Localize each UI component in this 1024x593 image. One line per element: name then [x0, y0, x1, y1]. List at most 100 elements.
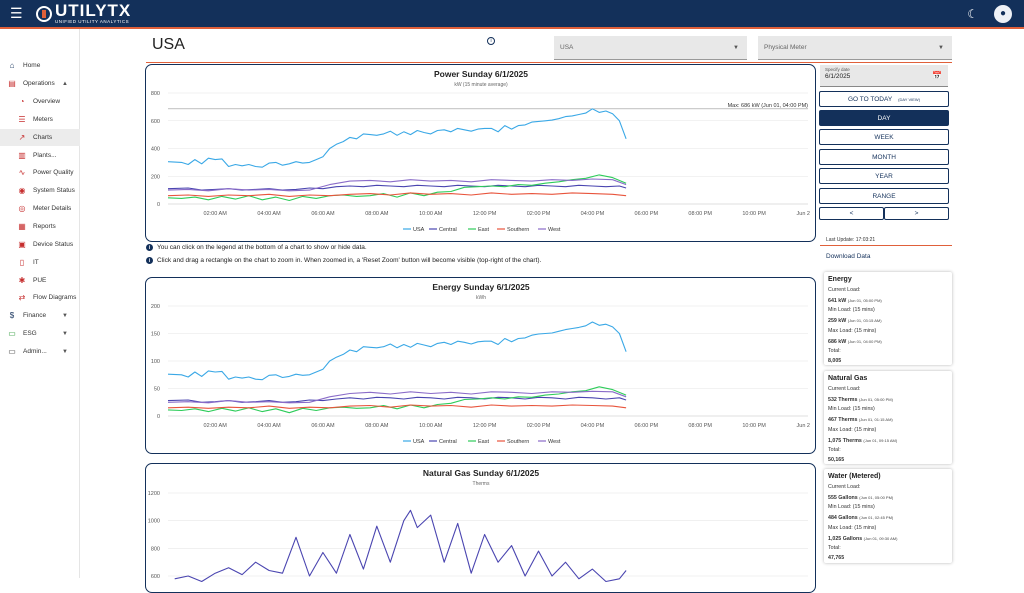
max-load-time: (Jun 01, 09:15 AM): [863, 437, 898, 443]
sidebar-item-pue[interactable]: ✱ PUE: [0, 272, 80, 289]
sidebar-item-reports[interactable]: ▦ Reports: [0, 218, 80, 235]
x-tick-label: 12:00 PM: [473, 423, 497, 429]
y-tick-label: 1000: [148, 519, 160, 525]
series-line-southern[interactable]: [167, 404, 627, 409]
sidebar-item-flow-diagrams[interactable]: ⇄ Flow Diagrams: [0, 289, 80, 306]
chevron-down-icon[interactable]: ▼: [62, 330, 68, 337]
zoom-hint-text: Click and drag a rectangle on the chart …: [157, 257, 542, 264]
legend-label: West: [548, 227, 561, 233]
sidebar-item-system-status[interactable]: ◉ System Status: [0, 182, 80, 199]
calendar-icon[interactable]: 📅: [932, 71, 942, 80]
sidebar-item-admin[interactable]: ▭ Admin... ▼: [0, 343, 80, 360]
date-picker-field[interactable]: Specify date 6/1/2025 📅: [820, 65, 948, 87]
y-tick-label: 600: [151, 119, 160, 125]
sidebar-item-meter-details[interactable]: ◎ Meter Details: [0, 200, 80, 217]
sidebar-item-operations[interactable]: ▤ Operations ▲: [0, 75, 80, 92]
legend-item-usa[interactable]: USA: [403, 439, 425, 445]
chevron-down-icon[interactable]: ▼: [62, 348, 68, 355]
energy-chart[interactable]: Energy Sunday 6/1/2025 kWh 0 50 100 150 200 02:…: [145, 277, 816, 454]
legend-item-east[interactable]: East: [468, 439, 489, 445]
min-load-time: (Jun 01, 01:15 AM): [858, 417, 893, 423]
go-to-today-button[interactable]: GO TO TODAY (DAY VIEW): [819, 91, 949, 107]
series-line-west[interactable]: [167, 390, 627, 404]
sidebar-item-esg[interactable]: ▭ ESG ▼: [0, 325, 80, 342]
day-button[interactable]: DAY: [819, 110, 949, 126]
current-load-label: Current Load:: [828, 287, 861, 293]
series-line-usa[interactable]: [167, 108, 627, 168]
meter-type-select[interactable]: Physical Meter ▼: [758, 36, 952, 60]
hamburger-icon[interactable]: ☰: [10, 5, 23, 21]
series-line-east[interactable]: [167, 386, 627, 414]
panel-divider: [820, 245, 952, 246]
current-load-row: 555 Gallons (Jun 01, 05:00 PM): [828, 493, 948, 504]
gauge-icon: ◔: [19, 97, 25, 106]
x-tick-label: 08:00 AM: [365, 211, 389, 217]
sidebar-item-label: Home: [23, 62, 41, 69]
location-select[interactable]: USA ▼: [554, 36, 747, 60]
sidebar-item-device-status[interactable]: ▣ Device Status: [0, 236, 80, 253]
series-line-west[interactable]: [167, 178, 627, 192]
max-load-row: 686 kW (Jun 01, 04:00 PM): [828, 337, 948, 348]
y-tick-label: 50: [154, 387, 160, 393]
series-line-usa[interactable]: [167, 321, 627, 381]
natural-gas-chart-svg[interactable]: Natural Gas Sunday 6/1/2025 Therms 600 800 1…: [146, 464, 816, 593]
next-period-button[interactable]: >: [884, 207, 949, 220]
y-tick-label: 800: [151, 91, 160, 97]
natural-gas-chart[interactable]: Natural Gas Sunday 6/1/2025 Therms 600 800 1…: [145, 463, 816, 593]
legend-item-usa[interactable]: USA: [403, 227, 425, 233]
legend-item-west[interactable]: West: [538, 439, 561, 445]
total-label: Total:: [828, 348, 841, 355]
series-line-southern[interactable]: [167, 192, 627, 197]
sidebar-item-label: Reports: [33, 223, 56, 230]
power-chart[interactable]: Power Sunday 6/1/2025 kW (15 minute avera…: [145, 64, 816, 242]
sidebar-item-home[interactable]: ⌂ Home: [0, 57, 80, 74]
legend-item-west[interactable]: West: [538, 227, 561, 233]
sidebar-item-charts[interactable]: ↗ Charts: [0, 129, 80, 146]
sidebar-item-label: IT: [33, 259, 39, 266]
info-icon[interactable]: i: [487, 37, 495, 45]
app-logo[interactable]: UTILYTX UNIFIED UTILITY ANALYTICS: [36, 2, 131, 25]
x-tick-label: Jun 2: [797, 423, 810, 429]
sidebar-item-it[interactable]: ▯ IT: [0, 254, 80, 271]
sidebar-item-power-quality[interactable]: ∿ Power Quality: [0, 164, 80, 181]
legend-label: Southern: [507, 439, 529, 445]
year-button[interactable]: YEAR: [819, 168, 949, 184]
chevron-down-icon[interactable]: ▼: [62, 312, 68, 319]
sidebar-item-plants[interactable]: ▥ Plants...: [0, 147, 80, 164]
energy-chart-svg[interactable]: Energy Sunday 6/1/2025 kWh 0 50 100 150 200 02:…: [146, 278, 816, 454]
current-load-time: (Jun 01, 05:00 PM): [859, 494, 894, 500]
legend-item-southern[interactable]: Southern: [497, 227, 529, 233]
zoom-hint: i Click and drag a rectangle on the char…: [146, 257, 541, 264]
sidebar-item-finance[interactable]: $ Finance ▼: [0, 307, 80, 324]
x-tick-label: 08:00 AM: [365, 423, 389, 429]
power-chart-svg[interactable]: Power Sunday 6/1/2025 kW (15 minute avera…: [146, 65, 816, 242]
legend-item-central[interactable]: Central: [429, 439, 457, 445]
legend-item-southern[interactable]: Southern: [497, 439, 529, 445]
series-line-east[interactable]: [167, 174, 627, 202]
sidebar-item-label: Overview: [33, 98, 61, 105]
previous-period-button[interactable]: <: [819, 207, 884, 220]
max-load-row: 1,025 Gallons (Jun 01, 09:30 AM): [828, 534, 948, 545]
y-tick-label: 1200: [148, 491, 160, 497]
legend-label: Central: [439, 439, 457, 445]
sidebar-item-overview[interactable]: ◔ Overview: [0, 93, 80, 110]
series-line-gas[interactable]: [174, 509, 627, 583]
legend-item-central[interactable]: Central: [429, 227, 457, 233]
y-tick-label: 600: [151, 574, 160, 580]
date-field-value: 6/1/2025: [825, 73, 851, 80]
min-load-row: 467 Therms (Jun 01, 01:15 AM): [828, 415, 948, 426]
user-avatar-icon[interactable]: ●: [994, 4, 1012, 23]
month-button[interactable]: MONTH: [819, 149, 949, 165]
range-button[interactable]: RANGE: [819, 188, 949, 204]
sidebar-item-meters[interactable]: ☰ Meters: [0, 111, 80, 128]
moon-icon[interactable]: ☾: [967, 6, 978, 21]
chevron-up-icon[interactable]: ▲: [62, 80, 68, 87]
download-data-link[interactable]: Download Data: [826, 253, 871, 260]
x-tick-label: 12:00 PM: [473, 211, 497, 217]
meter-type-select-value: Physical Meter: [764, 44, 807, 51]
week-button[interactable]: WEEK: [819, 129, 949, 145]
legend-item-east[interactable]: East: [468, 227, 489, 233]
flow-icon: ⇄: [18, 293, 26, 302]
pulse-icon: ∿: [18, 168, 26, 177]
current-load-time: (Jun 01, 05:00 PM): [847, 297, 882, 303]
